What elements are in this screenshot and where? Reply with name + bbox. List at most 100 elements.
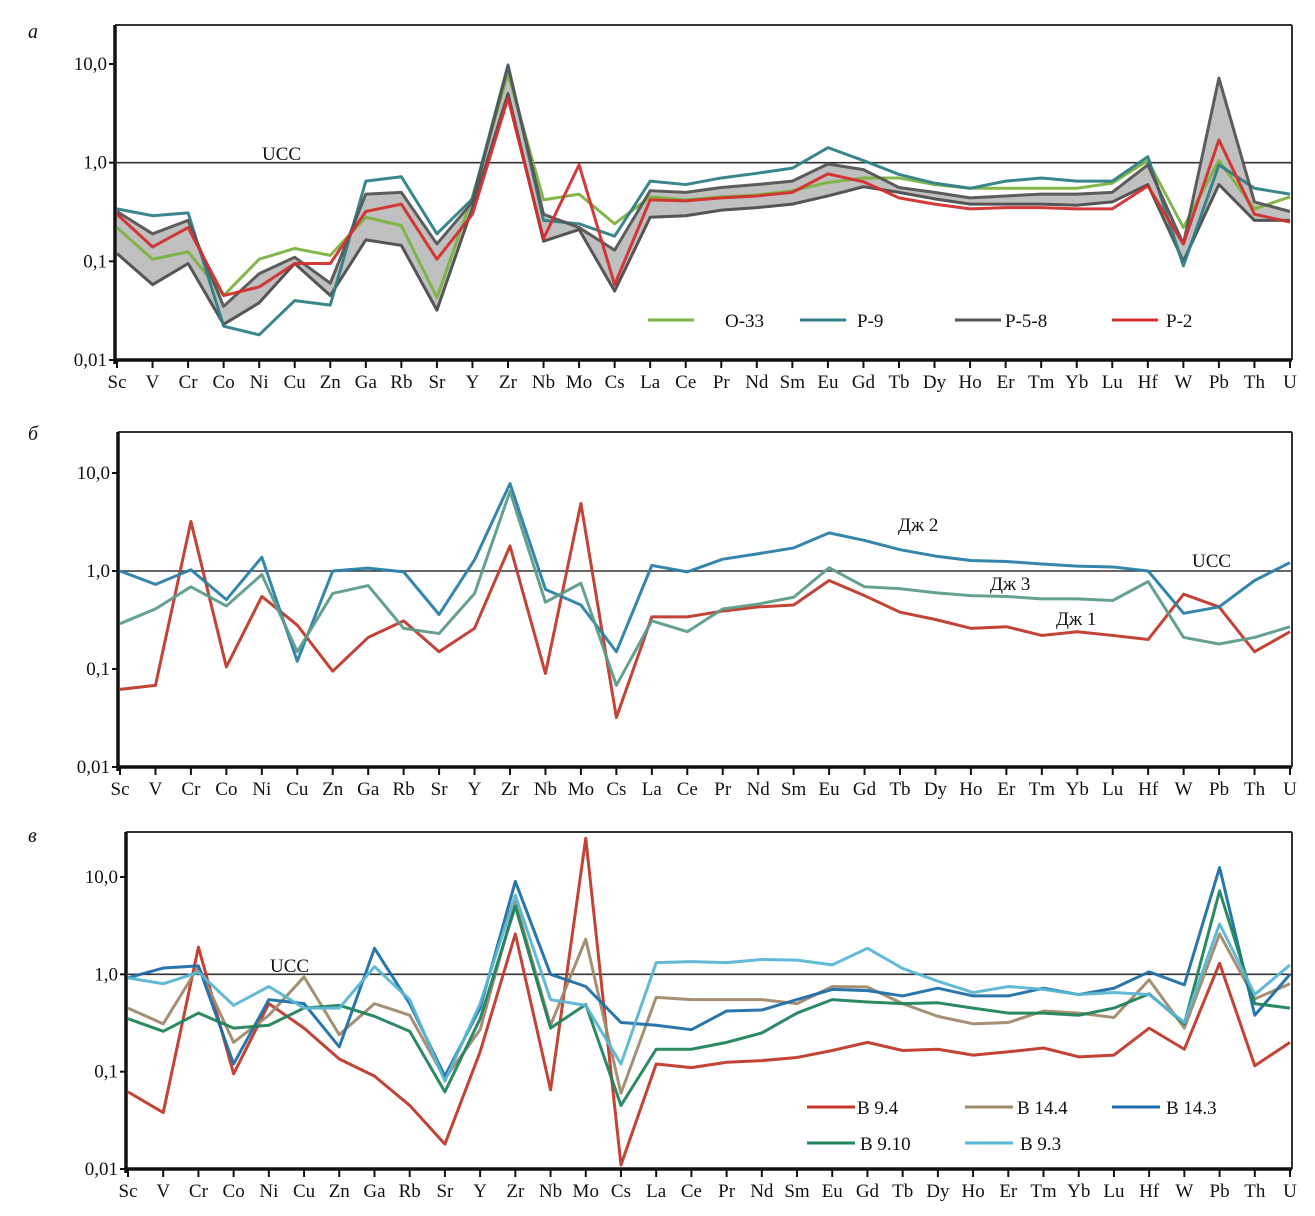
x-tick-label-W: W: [1175, 779, 1193, 800]
x-tick-label-Cs: Cs: [611, 1181, 631, 1202]
x-tick-label-W: W: [1174, 372, 1192, 393]
x-tick-label-Pb: Pb: [1210, 1181, 1230, 1202]
x-tick-label-Er: Er: [999, 1181, 1018, 1202]
x-tick-label-Tm: Tm: [1029, 779, 1056, 800]
ucc-label: UCC: [270, 956, 309, 977]
x-tick-label-Tb: Tb: [888, 372, 909, 393]
x-tick-label-Nb: Nb: [532, 372, 555, 393]
x-tick-label-Er: Er: [997, 779, 1016, 800]
x-tick-label-Th: Th: [1244, 779, 1266, 800]
x-tick-label-Zn: Zn: [329, 1181, 351, 1202]
y-tick-label: 0,01: [77, 757, 110, 778]
x-tick-label-Dy: Dy: [926, 1181, 950, 1202]
x-tick-label-Eu: Eu: [817, 372, 839, 393]
x-tick-label-Tb: Tb: [892, 1181, 913, 1202]
series-line-p-5-8: [116, 64, 1291, 308]
y-tick-label: 0,1: [83, 251, 107, 272]
legend-label: P-5-8: [1005, 311, 1047, 332]
legend-label: B 9.4: [857, 1098, 899, 1119]
x-tick-label-Rb: Rb: [399, 1181, 421, 1202]
x-tick-label-Y: Y: [466, 372, 480, 393]
x-tick-label-Y: Y: [473, 1181, 487, 1202]
ucc-label: UCC: [262, 144, 301, 165]
x-tick-label-Lu: Lu: [1102, 372, 1124, 393]
x-tick-label-Zr: Zr: [499, 372, 518, 393]
series-line-b-14-3: [127, 866, 1292, 1078]
y-tick-label: 10,0: [74, 54, 107, 75]
x-tick-label-Tb: Tb: [889, 779, 910, 800]
x-tick-label-Pr: Pr: [714, 779, 732, 800]
panel-label-a: a: [28, 21, 38, 43]
x-tick-label-Sm: Sm: [784, 1181, 810, 1202]
x-tick-label-V: V: [156, 1181, 170, 1202]
x-tick-label-Ce: Ce: [681, 1181, 702, 1202]
x-tick-label-Ga: Ga: [357, 779, 380, 800]
x-tick-label-Ni: Ni: [250, 372, 269, 393]
x-tick-label-Rb: Rb: [390, 372, 412, 393]
x-tick-label-Sc: Sc: [111, 779, 130, 800]
y-tick-label: 10,0: [85, 867, 118, 888]
x-tick-label-Lu: Lu: [1102, 779, 1124, 800]
annotation-label: Дж 2: [898, 515, 938, 536]
x-tick-label-Nb: Nb: [534, 779, 557, 800]
x-tick-label-Zn: Zn: [322, 779, 344, 800]
x-tick-label-Pr: Pr: [718, 1181, 736, 1202]
x-tick-label-Rb: Rb: [393, 779, 415, 800]
x-tick-label-Co: Co: [223, 1181, 245, 1202]
legend-label: P-2: [1166, 311, 1192, 332]
x-tick-label-Cr: Cr: [179, 372, 199, 393]
x-tick-label-U: U: [1283, 779, 1297, 800]
x-tick-label-Ni: Ni: [259, 1181, 278, 1202]
x-tick-label-Yb: Yb: [1066, 779, 1089, 800]
x-tick-label-Eu: Eu: [822, 1181, 844, 1202]
x-tick-label-Dy: Dy: [924, 779, 948, 800]
x-tick-label-Yb: Yb: [1065, 372, 1088, 393]
x-tick-label-Gd: Gd: [853, 779, 877, 800]
legend-label: O-33: [725, 311, 764, 332]
x-tick-label-Cu: Cu: [284, 372, 307, 393]
x-tick-label-Cu: Cu: [286, 779, 309, 800]
x-tick-label-Co: Co: [213, 372, 235, 393]
x-tick-label-Tm: Tm: [1028, 372, 1055, 393]
y-tick-label: 0,1: [94, 1062, 118, 1083]
legend-label: P-9: [857, 311, 883, 332]
x-tick-label-Eu: Eu: [819, 779, 841, 800]
x-tick-label-Co: Co: [215, 779, 237, 800]
y-tick-label: 1,0: [86, 561, 110, 582]
x-tick-label-V: V: [146, 372, 160, 393]
x-tick-label-La: La: [646, 1181, 667, 1202]
x-tick-label-Ce: Ce: [675, 372, 696, 393]
legend-label: B 9.3: [1020, 1134, 1061, 1155]
x-tick-label-Ga: Ga: [355, 372, 378, 393]
x-tick-label-Zn: Zn: [320, 372, 342, 393]
x-tick-label-Nd: Nd: [747, 779, 771, 800]
x-tick-label-Pr: Pr: [713, 372, 731, 393]
x-tick-label-Sm: Sm: [780, 372, 806, 393]
series-line-p-9: [116, 63, 1291, 337]
x-tick-label-Ho: Ho: [958, 372, 981, 393]
x-tick-label-Sm: Sm: [781, 779, 807, 800]
x-tick-label-Cr: Cr: [181, 779, 201, 800]
x-tick-label-Sr: Sr: [428, 372, 446, 393]
x-tick-label-Nd: Nd: [750, 1181, 774, 1202]
x-tick-label-Gd: Gd: [852, 372, 876, 393]
x-tick-label-Sc: Sc: [108, 372, 127, 393]
series-line-дж-2: [119, 482, 1291, 663]
x-tick-label-Hf: Hf: [1138, 372, 1159, 393]
x-tick-label-Mo: Mo: [566, 372, 592, 393]
panel-label-b: б: [28, 423, 39, 445]
x-tick-label-Hf: Hf: [1139, 1181, 1160, 1202]
y-tick-label: 10,0: [77, 463, 110, 484]
x-tick-label-Y: Y: [468, 779, 482, 800]
x-tick-label-Yb: Yb: [1067, 1181, 1090, 1202]
x-tick-label-Hf: Hf: [1138, 779, 1159, 800]
x-tick-label-Mo: Mo: [573, 1181, 599, 1202]
x-tick-label-Dy: Dy: [923, 372, 947, 393]
panel-label-c: в: [28, 825, 37, 847]
panel-a: a 10,0 1,0 0,1 0,01 UCC Sc V Cr Co Ni Cu Zn Ga Rb Sr Y Z…: [28, 21, 1297, 393]
x-tick-label-Ho: Ho: [961, 1181, 984, 1202]
x-tick-label-Ho: Ho: [959, 779, 982, 800]
x-tick-label-Cs: Cs: [605, 372, 625, 393]
